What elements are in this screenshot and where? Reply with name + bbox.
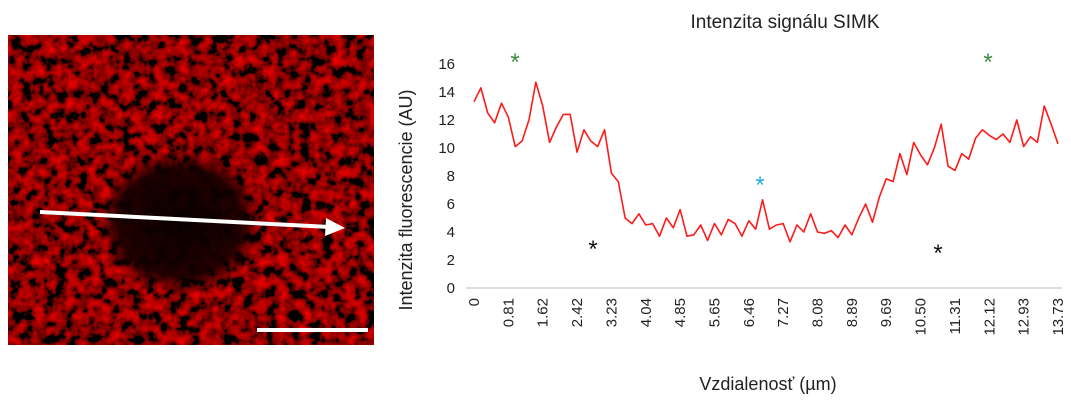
micrograph: [8, 35, 374, 345]
x-tick-label: 0.81: [500, 298, 517, 327]
x-tick-label: 0: [466, 298, 483, 306]
x-tick-label: 10.50: [913, 298, 930, 336]
profile-arrow: [39, 210, 331, 229]
x-tick-label: 2.42: [569, 298, 586, 327]
annotation: *: [755, 172, 764, 199]
x-tick-label: 12.12: [981, 298, 998, 336]
y-tick-label: 8: [447, 168, 455, 185]
annotation: *: [510, 49, 519, 76]
x-tick-label: 6.46: [741, 298, 758, 327]
y-tick-label: 6: [447, 196, 455, 213]
y-tick-label: 14: [438, 84, 455, 101]
x-tick-label: 3.23: [603, 298, 620, 327]
x-tick-label: 5.65: [706, 298, 723, 327]
x-tick-label: 4.04: [638, 298, 655, 327]
x-tick-label: 13.73: [1050, 298, 1067, 336]
x-tick-label: 7.27: [775, 298, 792, 327]
annotation: *: [983, 49, 992, 76]
y-tick-label: 4: [447, 224, 455, 241]
x-tick-label: 11.31: [947, 298, 964, 334]
y-tick-label: 2: [447, 252, 455, 269]
x-tick-label: 8.89: [844, 298, 861, 327]
y-tick-label: 0: [447, 280, 455, 297]
x-tick-label: 4.85: [672, 298, 689, 327]
arrow-head: [325, 218, 345, 236]
x-tick-label: 8.08: [810, 298, 827, 327]
x-tick-label: 9.69: [878, 298, 895, 327]
x-tick-label: 1.62: [535, 298, 552, 327]
x-axis-label: Vzdialenosť (µm): [699, 374, 836, 394]
y-tick-label: 10: [438, 140, 455, 157]
data-line: [473, 81, 1059, 243]
annotation: *: [933, 240, 942, 267]
dark-region: [98, 150, 262, 294]
y-tick-label: 16: [438, 56, 455, 73]
y-tick-label: 12: [438, 112, 455, 129]
x-tick-label: 12.93: [1016, 298, 1033, 336]
y-axis-label: Intenzita fluorescencie (AU): [396, 89, 416, 310]
chart-title: Intenzita signálu SIMK: [690, 12, 879, 33]
annotation: *: [588, 236, 597, 263]
